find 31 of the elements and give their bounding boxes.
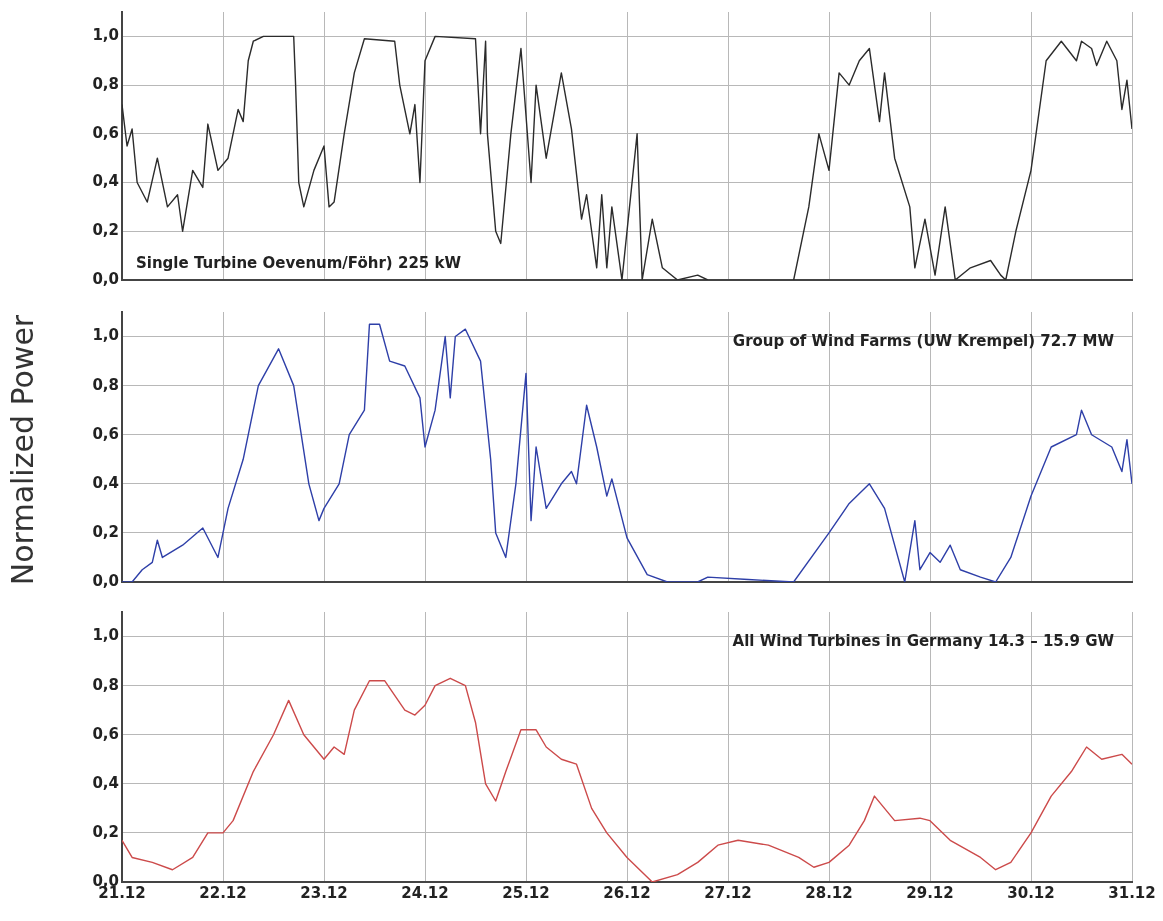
y-tick-label: 1,0 — [92, 326, 119, 345]
y-axis-title: Normalized Power — [4, 314, 40, 586]
x-tick-label: 25.12 — [502, 883, 550, 902]
y-tick-label: 0,6 — [92, 724, 119, 743]
x-tick-label: 28.12 — [805, 883, 853, 902]
x-tick-label: 29.12 — [906, 883, 954, 902]
x-tick-label: 24.12 — [401, 883, 449, 902]
annotation: All Wind Turbines in Germany 14.3 – 15.9 GW — [732, 631, 1115, 650]
y-tick-label: 0,2 — [92, 522, 119, 541]
y-tick-label: 0,8 — [92, 74, 119, 93]
y-tick-label: 0,0 — [92, 571, 119, 590]
x-tick-label: 26.12 — [603, 883, 651, 902]
y-tick-label: 0,6 — [92, 123, 119, 142]
annotation: Single Turbine Oevenum/Föhr) 225 kW — [136, 253, 462, 272]
y-tick-label: 0,8 — [92, 375, 119, 394]
y-tick-label: 0,2 — [92, 822, 119, 841]
y-tick-label: 0,2 — [92, 221, 119, 240]
y-tick-label: 1,0 — [92, 26, 119, 45]
x-tick-label: 31.12 — [1108, 883, 1156, 902]
y-tick-label: 0,6 — [92, 424, 119, 443]
x-tick-label: 23.12 — [300, 883, 348, 902]
y-tick-label: 0,8 — [92, 675, 119, 694]
y-tick-label: 0,4 — [92, 773, 119, 792]
annotation: Group of Wind Farms (UW Krempel) 72.7 MW — [732, 331, 1115, 350]
y-tick-label: 0,0 — [92, 269, 119, 288]
x-tick-label: 22.12 — [199, 883, 247, 902]
y-tick-label: 0,4 — [92, 473, 119, 492]
x-tick-label: 30.12 — [1007, 883, 1055, 902]
x-tick-label: 27.12 — [704, 883, 752, 902]
y-tick-label: 0,4 — [92, 172, 119, 191]
y-tick-label: 1,0 — [92, 626, 119, 645]
